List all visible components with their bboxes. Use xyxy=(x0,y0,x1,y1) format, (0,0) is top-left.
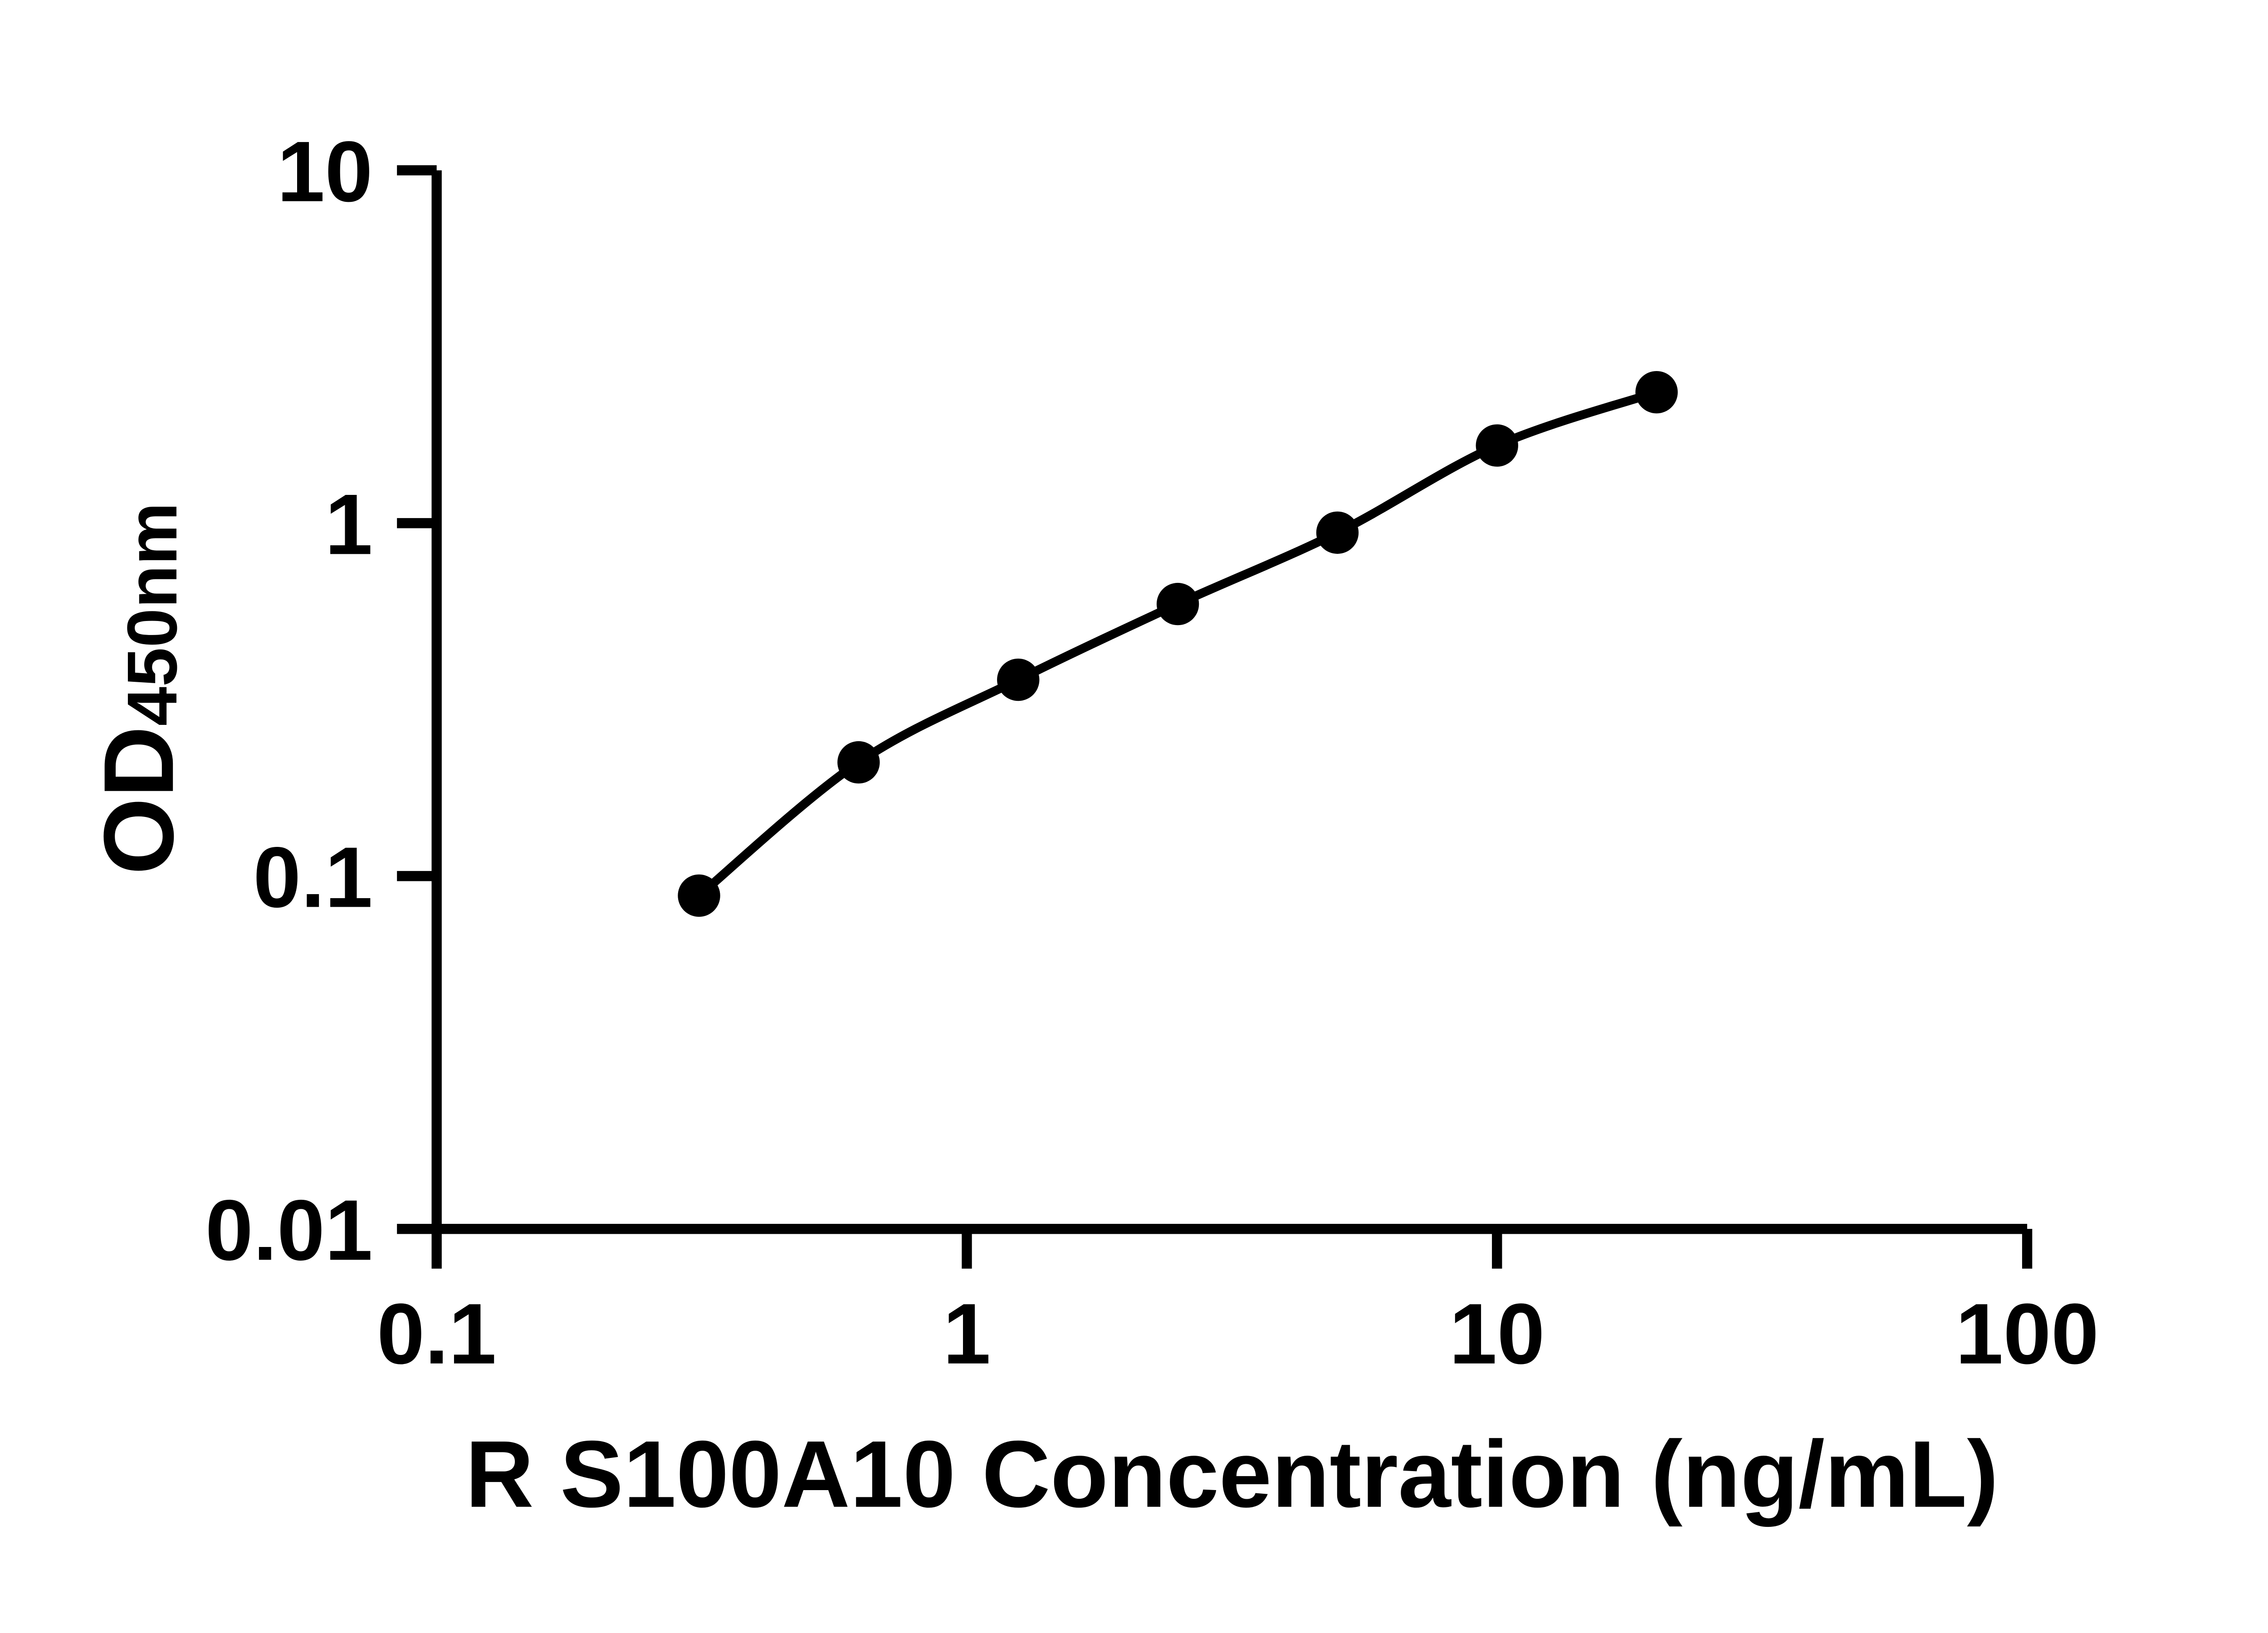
data-point-marker xyxy=(678,874,720,917)
y-tick-label: 1 xyxy=(325,476,372,572)
y-axis-title-main: OD xyxy=(83,726,194,875)
plot-layer xyxy=(678,371,1678,917)
y-tick-label: 10 xyxy=(277,124,373,220)
x-tick-label: 100 xyxy=(1955,1286,2099,1382)
y-tick-label: 0.01 xyxy=(205,1182,373,1278)
data-point-marker xyxy=(1635,371,1678,414)
data-point-marker xyxy=(1156,582,1199,626)
fit-curve-line xyxy=(696,388,1658,899)
axes-layer xyxy=(431,170,2028,1234)
x-tick-label: 0.1 xyxy=(377,1286,497,1382)
x-tick-label: 1 xyxy=(943,1286,991,1382)
x-tick-label: 10 xyxy=(1449,1286,1545,1382)
data-point-marker xyxy=(997,658,1040,701)
y-axis-title-subscript: 450nm xyxy=(112,502,191,726)
data-point-marker xyxy=(1316,511,1359,554)
data-point-marker xyxy=(1476,424,1518,467)
axis-spine xyxy=(431,170,2028,1234)
data-point-marker xyxy=(837,741,880,784)
y-axis-title: OD450nm xyxy=(83,502,194,875)
y-tick-label: 0.1 xyxy=(253,829,373,925)
x-axis-title: R S100A10 Concentration (ng/mL) xyxy=(465,1422,1999,1527)
